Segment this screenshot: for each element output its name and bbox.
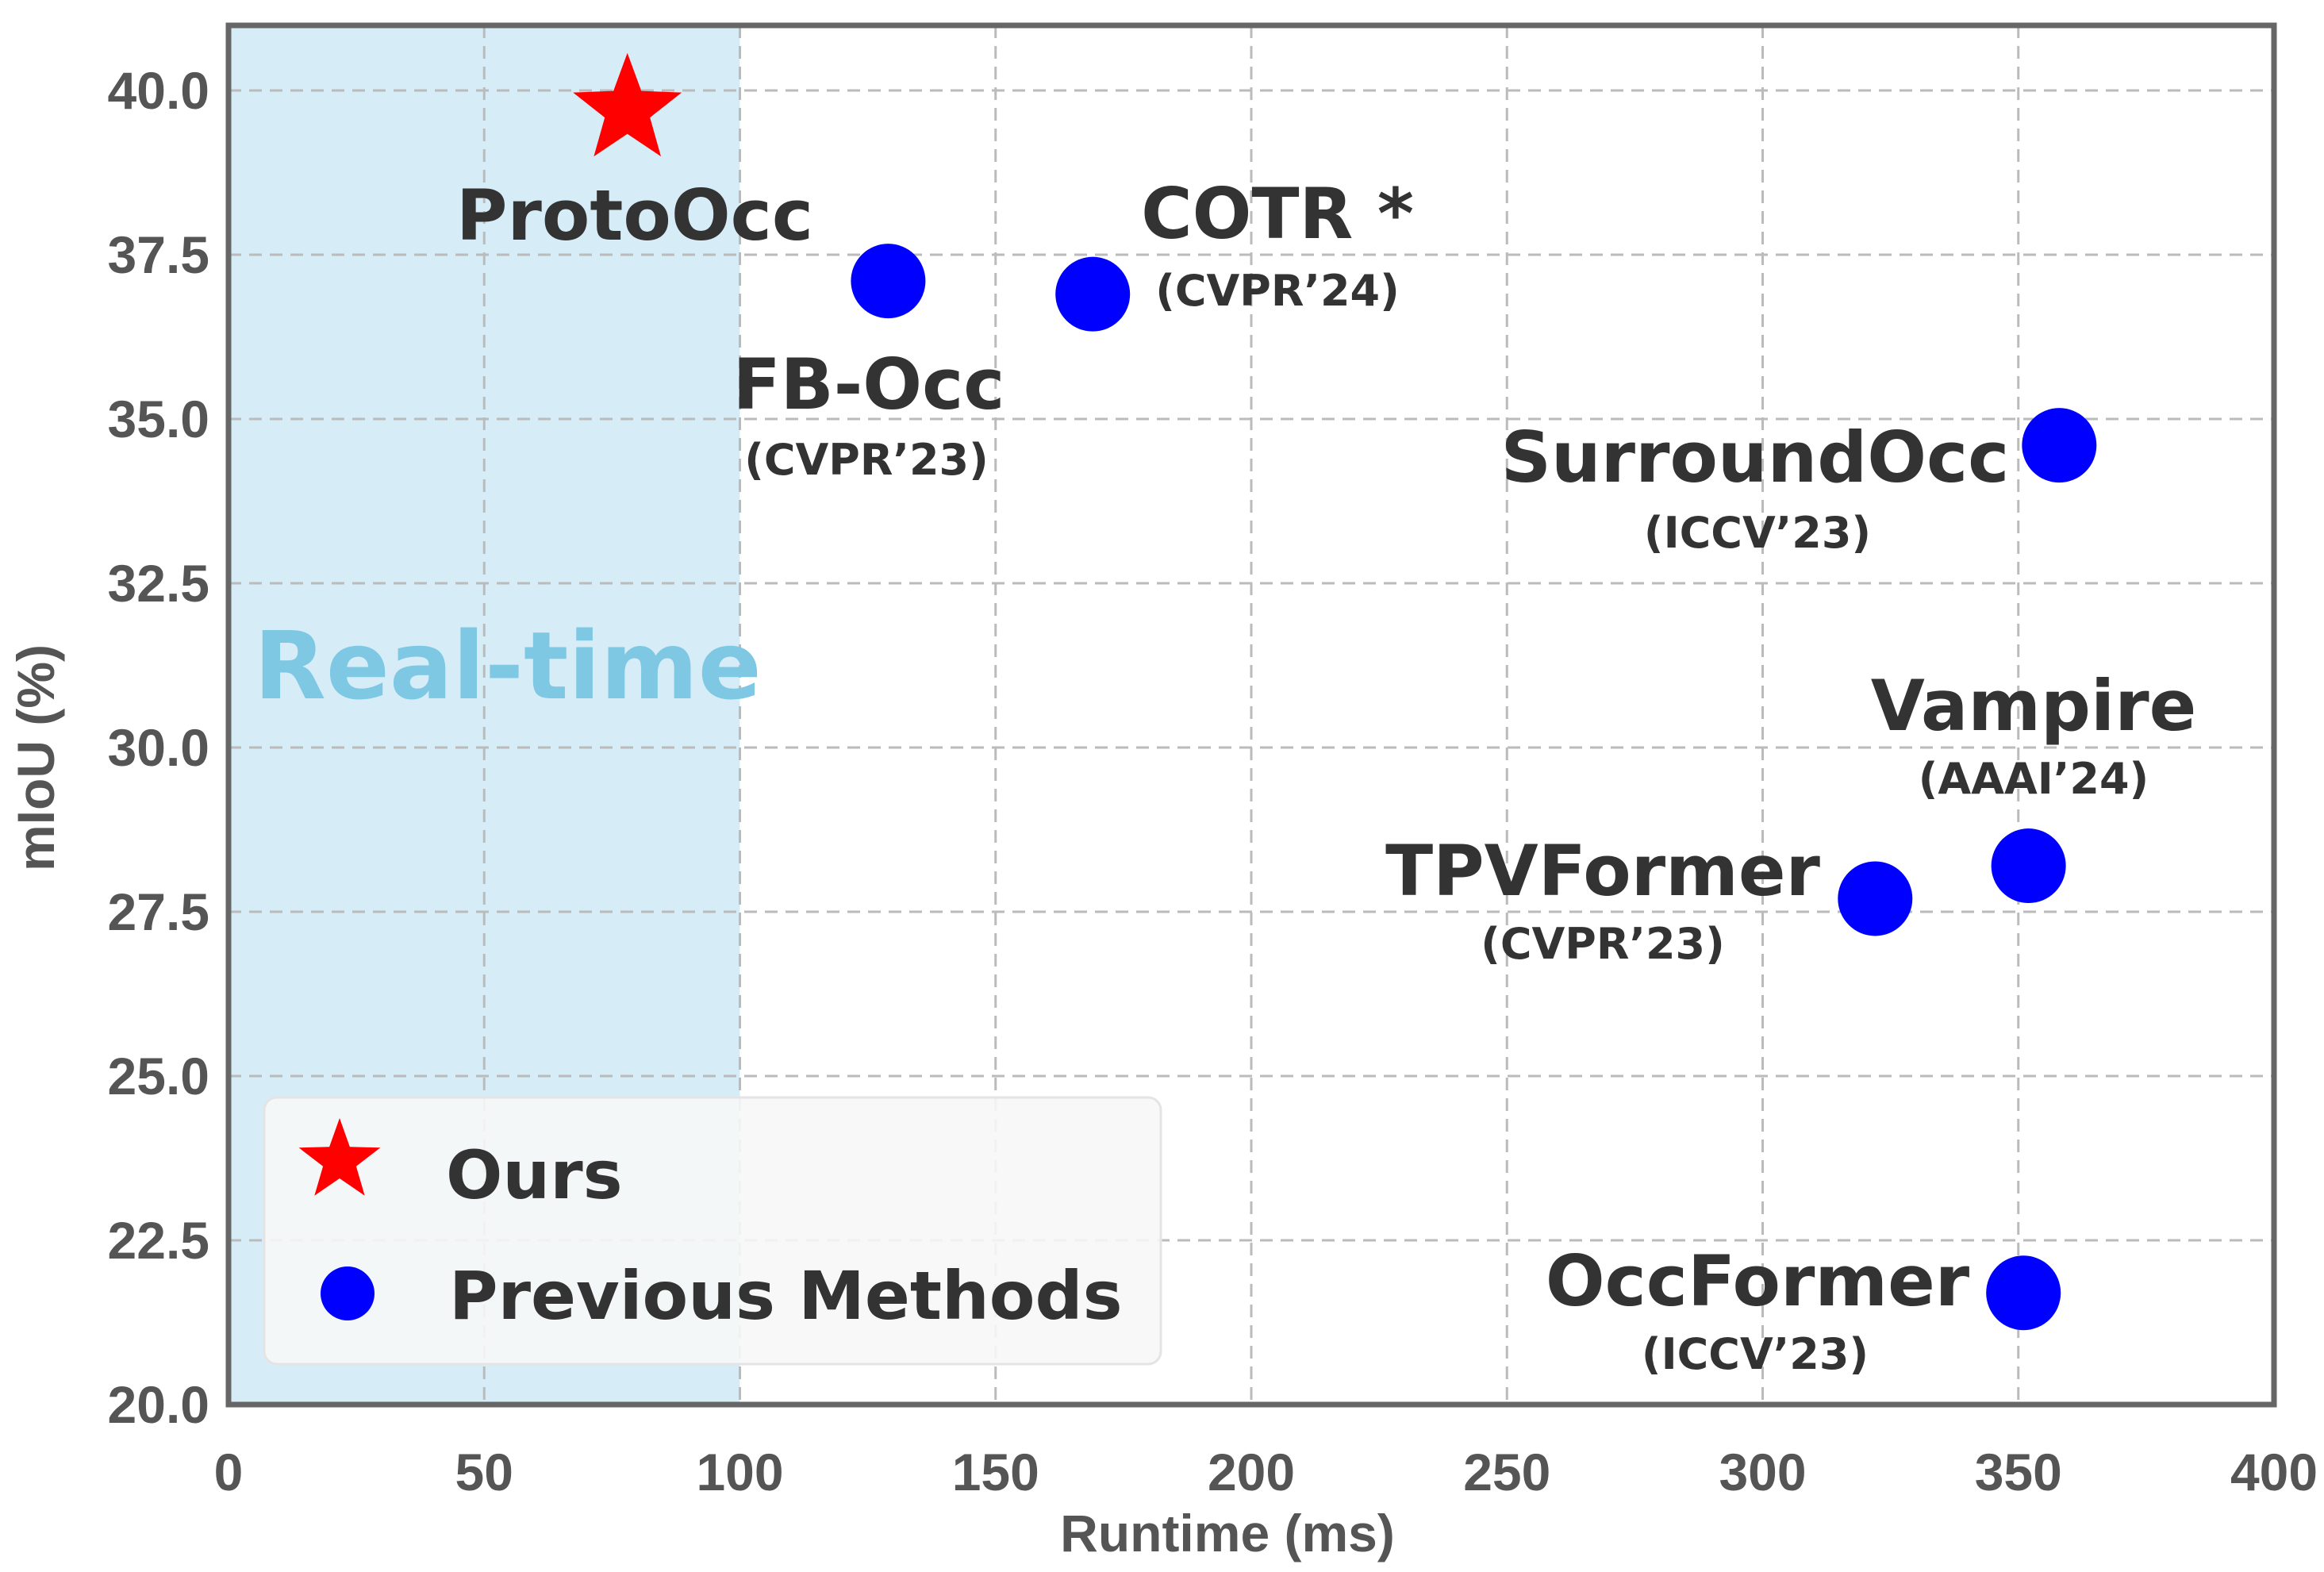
- data-points: ProtoOcc FB-Occ (CVPR’23) COTR * (CVPR’24) Su…: [456, 52, 2197, 1379]
- x-tick-label: 150: [952, 1443, 1039, 1501]
- point-venue-surroundocc: (ICCV’23): [1644, 508, 1871, 558]
- x-tick-label: 400: [2230, 1443, 2318, 1501]
- x-axis-label: Runtime (ms): [1060, 1504, 1395, 1562]
- realtime-region-label: Real-time: [254, 611, 762, 721]
- y-tick-label: 20.0: [108, 1375, 209, 1434]
- y-tick-label: 25.0: [108, 1047, 209, 1105]
- legend-circle-icon: [321, 1266, 375, 1320]
- y-tick-label: 37.5: [108, 225, 209, 284]
- point-vampire: [1991, 828, 2066, 904]
- point-surroundocc: [2022, 408, 2097, 483]
- y-tick-label: 35.0: [108, 390, 209, 448]
- y-axis-label: mIoU (%): [6, 644, 65, 871]
- legend-label-previous-methods: Previous Methods: [449, 1257, 1123, 1335]
- x-tick-label: 0: [214, 1443, 244, 1501]
- point-venue-fb-occ: (CVPR’23): [744, 435, 989, 485]
- y-tick-label: 40.0: [108, 61, 209, 120]
- point-cotr: [1055, 256, 1131, 332]
- point-label-surroundocc: SurroundOcc: [1501, 417, 2010, 498]
- legend-star-icon: [298, 1118, 381, 1196]
- point-label-tpvformer: TPVFormer: [1385, 830, 1820, 912]
- point-venue-occformer: (ICCV’23): [1642, 1329, 1869, 1379]
- point-label-protoocc: ProtoOcc: [456, 175, 813, 256]
- point-venue-tpvformer: (CVPR’23): [1481, 919, 1725, 969]
- point-label-occformer: OccFormer: [1546, 1240, 1970, 1322]
- point-fb-occ: [851, 244, 926, 319]
- x-axis-ticks: 0 50 100 150 200 250 300 350 400: [214, 1443, 2318, 1501]
- y-tick-label: 30.0: [108, 718, 209, 777]
- x-tick-label: 250: [1463, 1443, 1550, 1501]
- y-axis-ticks: 20.0 22.5 25.0 27.5 30.0 32.5 35.0 37.5 40.0: [108, 61, 209, 1434]
- plot-frame: [225, 22, 2277, 1408]
- x-tick-label: 300: [1719, 1443, 1806, 1501]
- y-tick-label: 27.5: [108, 882, 209, 941]
- x-tick-label: 200: [1208, 1443, 1295, 1501]
- point-tpvformer: [1838, 861, 1913, 936]
- point-label-cotr: COTR *: [1141, 173, 1414, 255]
- x-tick-label: 50: [455, 1443, 513, 1501]
- point-venue-vampire: (AAAI’24): [1919, 754, 2149, 804]
- x-tick-label: 350: [1975, 1443, 2062, 1501]
- point-protoocc-star: [573, 52, 682, 157]
- x-tick-label: 100: [696, 1443, 783, 1501]
- legend: Ours Previous Methods: [263, 1096, 1162, 1366]
- point-label-vampire: Vampire: [1871, 665, 2197, 747]
- point-occformer: [1986, 1255, 2061, 1331]
- legend-box: [263, 1096, 1162, 1366]
- y-tick-label: 32.5: [108, 554, 209, 613]
- y-tick-label: 22.5: [108, 1211, 209, 1270]
- point-venue-cotr: (CVPR’24): [1155, 266, 1400, 316]
- legend-label-ours: Ours: [446, 1136, 623, 1214]
- point-label-fb-occ: FB-Occ: [733, 344, 1005, 425]
- grid: [229, 25, 2274, 1405]
